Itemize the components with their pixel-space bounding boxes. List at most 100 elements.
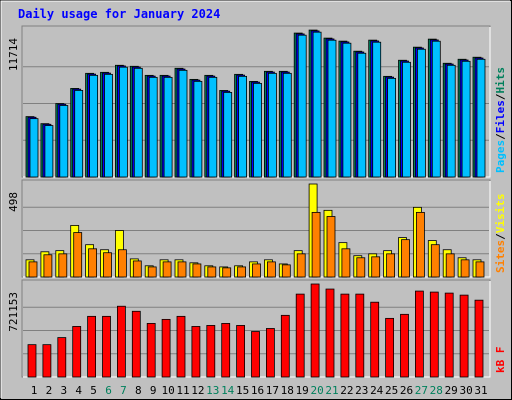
x-tick-label: 25 bbox=[385, 384, 398, 397]
bar bbox=[476, 58, 486, 178]
bar bbox=[445, 253, 455, 278]
chart-title: Daily usage for January 2024 bbox=[18, 7, 220, 21]
bar bbox=[72, 326, 82, 378]
bar bbox=[131, 310, 141, 378]
bar bbox=[44, 125, 54, 178]
x-tick-label: 5 bbox=[90, 384, 97, 397]
x-tick-label: 28 bbox=[430, 384, 443, 397]
bar bbox=[370, 301, 380, 378]
bar bbox=[310, 283, 320, 378]
x-tick-label: 11 bbox=[176, 384, 189, 397]
bar bbox=[386, 253, 396, 278]
bar bbox=[414, 290, 424, 378]
bar bbox=[177, 261, 187, 278]
x-tick-label: 23 bbox=[355, 384, 368, 397]
bar bbox=[401, 239, 410, 278]
x-tick-label: 18 bbox=[281, 384, 294, 397]
x-tick-label: 15 bbox=[236, 384, 249, 397]
bar bbox=[444, 292, 454, 378]
bar bbox=[29, 118, 39, 178]
bar bbox=[238, 75, 248, 178]
bar bbox=[223, 92, 233, 178]
bar bbox=[119, 66, 128, 178]
bar bbox=[429, 291, 439, 378]
bar bbox=[163, 76, 173, 178]
bar bbox=[146, 323, 156, 378]
x-tick-label: 10 bbox=[161, 384, 174, 397]
legend-entry: Pages bbox=[494, 140, 507, 173]
x-tick-label: 14 bbox=[221, 384, 235, 397]
legend: kB F bbox=[494, 347, 507, 374]
bar bbox=[43, 254, 53, 278]
x-tick-label: 27 bbox=[415, 384, 428, 397]
bar bbox=[74, 90, 84, 178]
legend: Sites/Visits bbox=[494, 194, 507, 274]
bar bbox=[431, 40, 441, 178]
bar bbox=[147, 266, 157, 278]
bar bbox=[385, 317, 395, 378]
bar bbox=[206, 325, 216, 378]
bar bbox=[88, 248, 97, 278]
bar bbox=[208, 76, 218, 178]
bar bbox=[236, 325, 246, 378]
bar bbox=[117, 305, 126, 378]
bar bbox=[178, 69, 188, 178]
x-tick-label: 17 bbox=[266, 384, 279, 397]
x-tick-label: 7 bbox=[120, 384, 127, 397]
x-tick-label: 2 bbox=[46, 384, 53, 397]
bar bbox=[311, 211, 321, 278]
bar bbox=[176, 315, 186, 378]
x-tick-label: 4 bbox=[75, 384, 82, 397]
bar bbox=[28, 261, 38, 278]
bar bbox=[400, 313, 409, 378]
x-tick-label: 29 bbox=[445, 384, 458, 397]
bar bbox=[222, 267, 232, 278]
bar bbox=[312, 31, 322, 178]
bar bbox=[237, 266, 247, 278]
y-tick-label: 498 bbox=[7, 192, 20, 212]
bar bbox=[266, 261, 276, 278]
bar bbox=[459, 294, 469, 378]
bar bbox=[103, 252, 112, 278]
bar bbox=[132, 260, 142, 278]
x-tick-label: 30 bbox=[459, 384, 472, 397]
bar bbox=[281, 264, 291, 278]
x-tick-label: 19 bbox=[296, 384, 309, 397]
bar bbox=[296, 253, 306, 278]
y-tick-label: 11714 bbox=[7, 38, 20, 71]
bar bbox=[416, 48, 426, 178]
bar bbox=[58, 253, 68, 278]
bar bbox=[148, 76, 158, 178]
bar bbox=[191, 326, 201, 378]
bar bbox=[42, 344, 52, 378]
bar bbox=[265, 328, 275, 378]
bar bbox=[193, 80, 203, 178]
bar bbox=[461, 60, 471, 178]
bar bbox=[221, 323, 231, 378]
bar bbox=[297, 34, 307, 178]
bar bbox=[27, 344, 37, 378]
x-tick-label: 24 bbox=[370, 384, 384, 397]
bar bbox=[446, 64, 456, 178]
legend-separator: / bbox=[494, 93, 507, 100]
legend-entry: Files bbox=[494, 100, 507, 133]
bar bbox=[282, 72, 292, 178]
legend-separator: / bbox=[494, 233, 507, 240]
bar bbox=[73, 232, 83, 278]
x-tick-label: 21 bbox=[325, 384, 338, 397]
bar bbox=[357, 52, 367, 178]
x-tick-label: 3 bbox=[60, 384, 67, 397]
bar bbox=[402, 61, 411, 178]
bar bbox=[371, 256, 381, 278]
legend-separator: / bbox=[494, 133, 507, 140]
bar bbox=[326, 216, 336, 278]
bar bbox=[327, 39, 337, 178]
bar bbox=[133, 67, 143, 178]
bar bbox=[161, 318, 171, 378]
x-tick-label: 26 bbox=[400, 384, 413, 397]
x-tick-label: 20 bbox=[310, 384, 323, 397]
bar bbox=[474, 299, 484, 378]
x-tick-label: 1 bbox=[31, 384, 38, 397]
legend-entry: kB F bbox=[494, 347, 507, 374]
bar bbox=[430, 244, 440, 278]
